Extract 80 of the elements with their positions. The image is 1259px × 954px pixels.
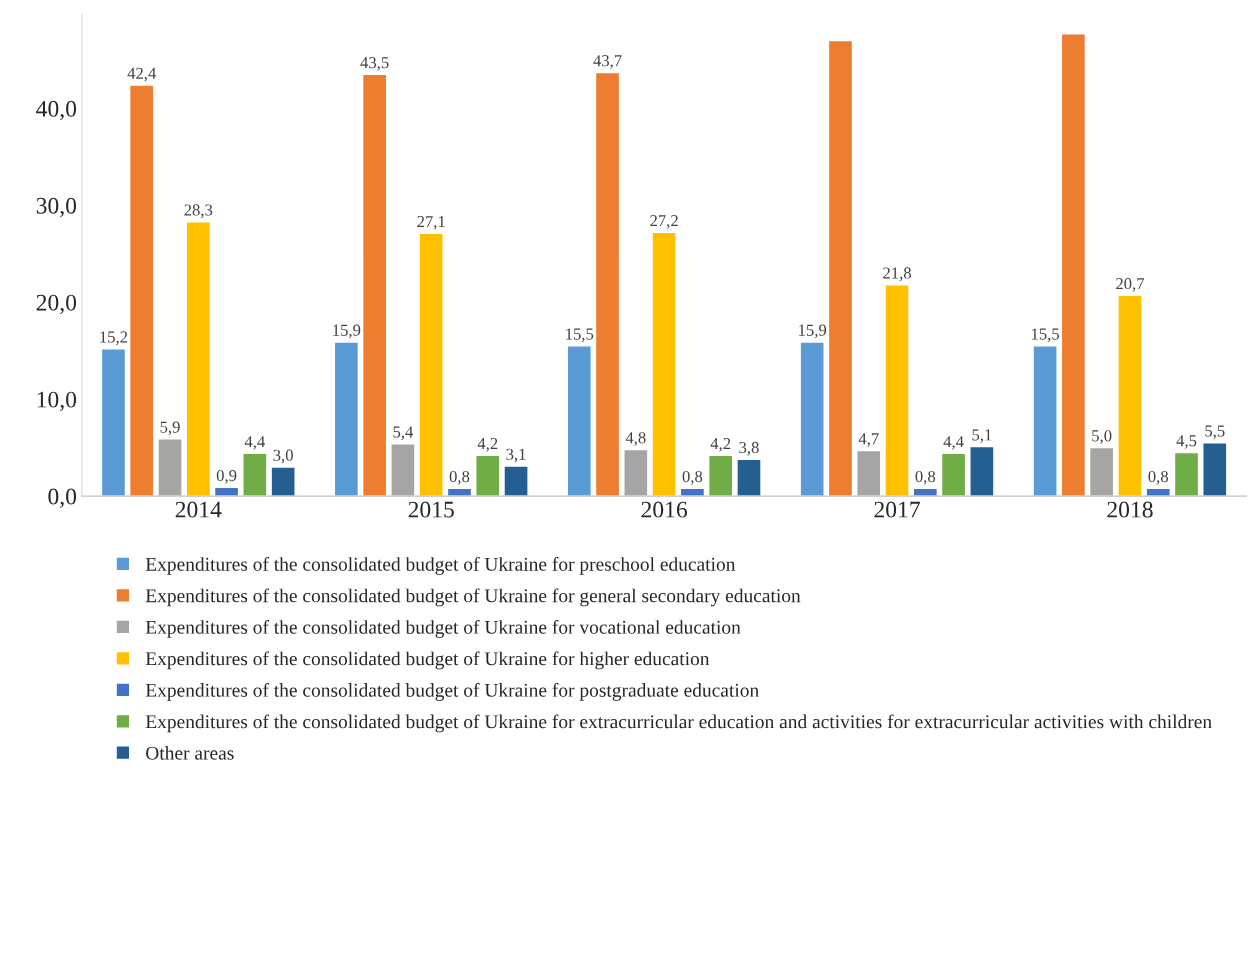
x-tick-label: 2015 — [408, 501, 454, 518]
legend-label: Other areas — [146, 746, 234, 760]
bar — [157, 438, 183, 497]
bar — [418, 232, 444, 497]
data-label: 3,1 — [506, 448, 526, 463]
bar — [503, 465, 529, 497]
data-label: 4,4 — [943, 436, 964, 450]
data-label: 15,2 — [100, 331, 128, 345]
bar — [475, 454, 501, 497]
y-tick-label: 20,0 — [36, 294, 77, 315]
bar — [799, 341, 825, 497]
data-label: 5,9 — [160, 421, 180, 436]
bar — [623, 448, 649, 497]
bar — [1060, 33, 1087, 497]
bar — [566, 345, 592, 497]
data-label: 0,8 — [915, 470, 936, 485]
legend-label: Expenditures of the consolidated budget of Ukraine for extracurricular education and activities for extracurricular activities with children — [145, 714, 1212, 733]
data-label: 43,7 — [593, 55, 622, 69]
data-label: 15,9 — [333, 324, 361, 339]
x-tick-label: 2018 — [1107, 501, 1153, 518]
bar — [940, 452, 967, 497]
bar — [1088, 446, 1115, 497]
bar — [1202, 442, 1228, 497]
data-label: 21,8 — [883, 267, 911, 281]
bar — [651, 231, 677, 497]
x-tick-label: 2016 — [641, 501, 688, 518]
bar — [856, 449, 882, 497]
bar — [969, 445, 995, 497]
data-label: 15,5 — [1031, 328, 1060, 343]
bar — [1173, 451, 1200, 497]
data-label: 3,0 — [273, 449, 293, 464]
data-label: 0,9 — [216, 469, 237, 484]
bar — [361, 73, 388, 497]
data-label: 42,4 — [127, 67, 157, 82]
y-tick-label: 30,0 — [36, 197, 77, 218]
bar — [270, 466, 296, 497]
data-label: 5,1 — [972, 429, 992, 443]
data-label: 5,0 — [1092, 430, 1112, 444]
data-label: 15,5 — [566, 328, 594, 343]
data-label: 0,8 — [682, 470, 703, 485]
data-label: 4,4 — [244, 436, 266, 450]
legend-label: Expenditures of the consolidated budget of Ukraine for higher education — [145, 651, 710, 670]
data-label: 28,3 — [184, 204, 213, 218]
legend-label: Expenditures of the consolidated budget of Ukraine for general secondary education — [145, 588, 801, 607]
data-label: 5,4 — [393, 426, 414, 440]
y-tick-label: 0,0 — [48, 488, 77, 508]
legend-label: Expenditures of the consolidated budget of Ukraine for vocational education — [145, 619, 741, 638]
bar — [185, 221, 212, 497]
bar — [736, 458, 762, 497]
y-tick-label: 40,0 — [36, 100, 77, 121]
data-label: 43,5 — [360, 57, 389, 71]
bar — [129, 84, 155, 497]
data-label: 4,5 — [1176, 435, 1197, 449]
data-label: 4,8 — [625, 432, 646, 446]
data-label: 4,2 — [710, 438, 731, 452]
legend-label: Expenditures of the consolidated budget of Ukraine for preschool education — [145, 556, 736, 575]
y-tick-label: 10,0 — [37, 391, 77, 411]
data-label: 0,8 — [1148, 470, 1169, 485]
x-tick-label: 2014 — [175, 501, 222, 518]
data-label: 5,5 — [1205, 425, 1225, 439]
data-label: 4,2 — [477, 438, 498, 452]
bar — [100, 348, 127, 497]
bar — [242, 452, 268, 497]
data-label: 20,7 — [1116, 278, 1145, 292]
bar — [390, 443, 416, 497]
bar — [1032, 345, 1058, 497]
bar — [1117, 294, 1143, 497]
legend-label: Expenditures of the consolidated budget of Ukraine for postgraduate education — [145, 682, 759, 701]
x-tick-label: 2017 — [874, 501, 920, 518]
bar — [884, 284, 910, 497]
bar — [594, 71, 621, 497]
bar — [707, 454, 734, 497]
bar — [333, 341, 360, 497]
data-label: 4,7 — [858, 433, 879, 447]
data-label: 27,2 — [650, 215, 678, 229]
data-label: 3,8 — [739, 441, 759, 456]
data-label: 27,1 — [417, 216, 445, 230]
data-label: 15,9 — [799, 324, 827, 339]
bar — [827, 39, 854, 497]
data-label: 0,8 — [449, 470, 470, 485]
